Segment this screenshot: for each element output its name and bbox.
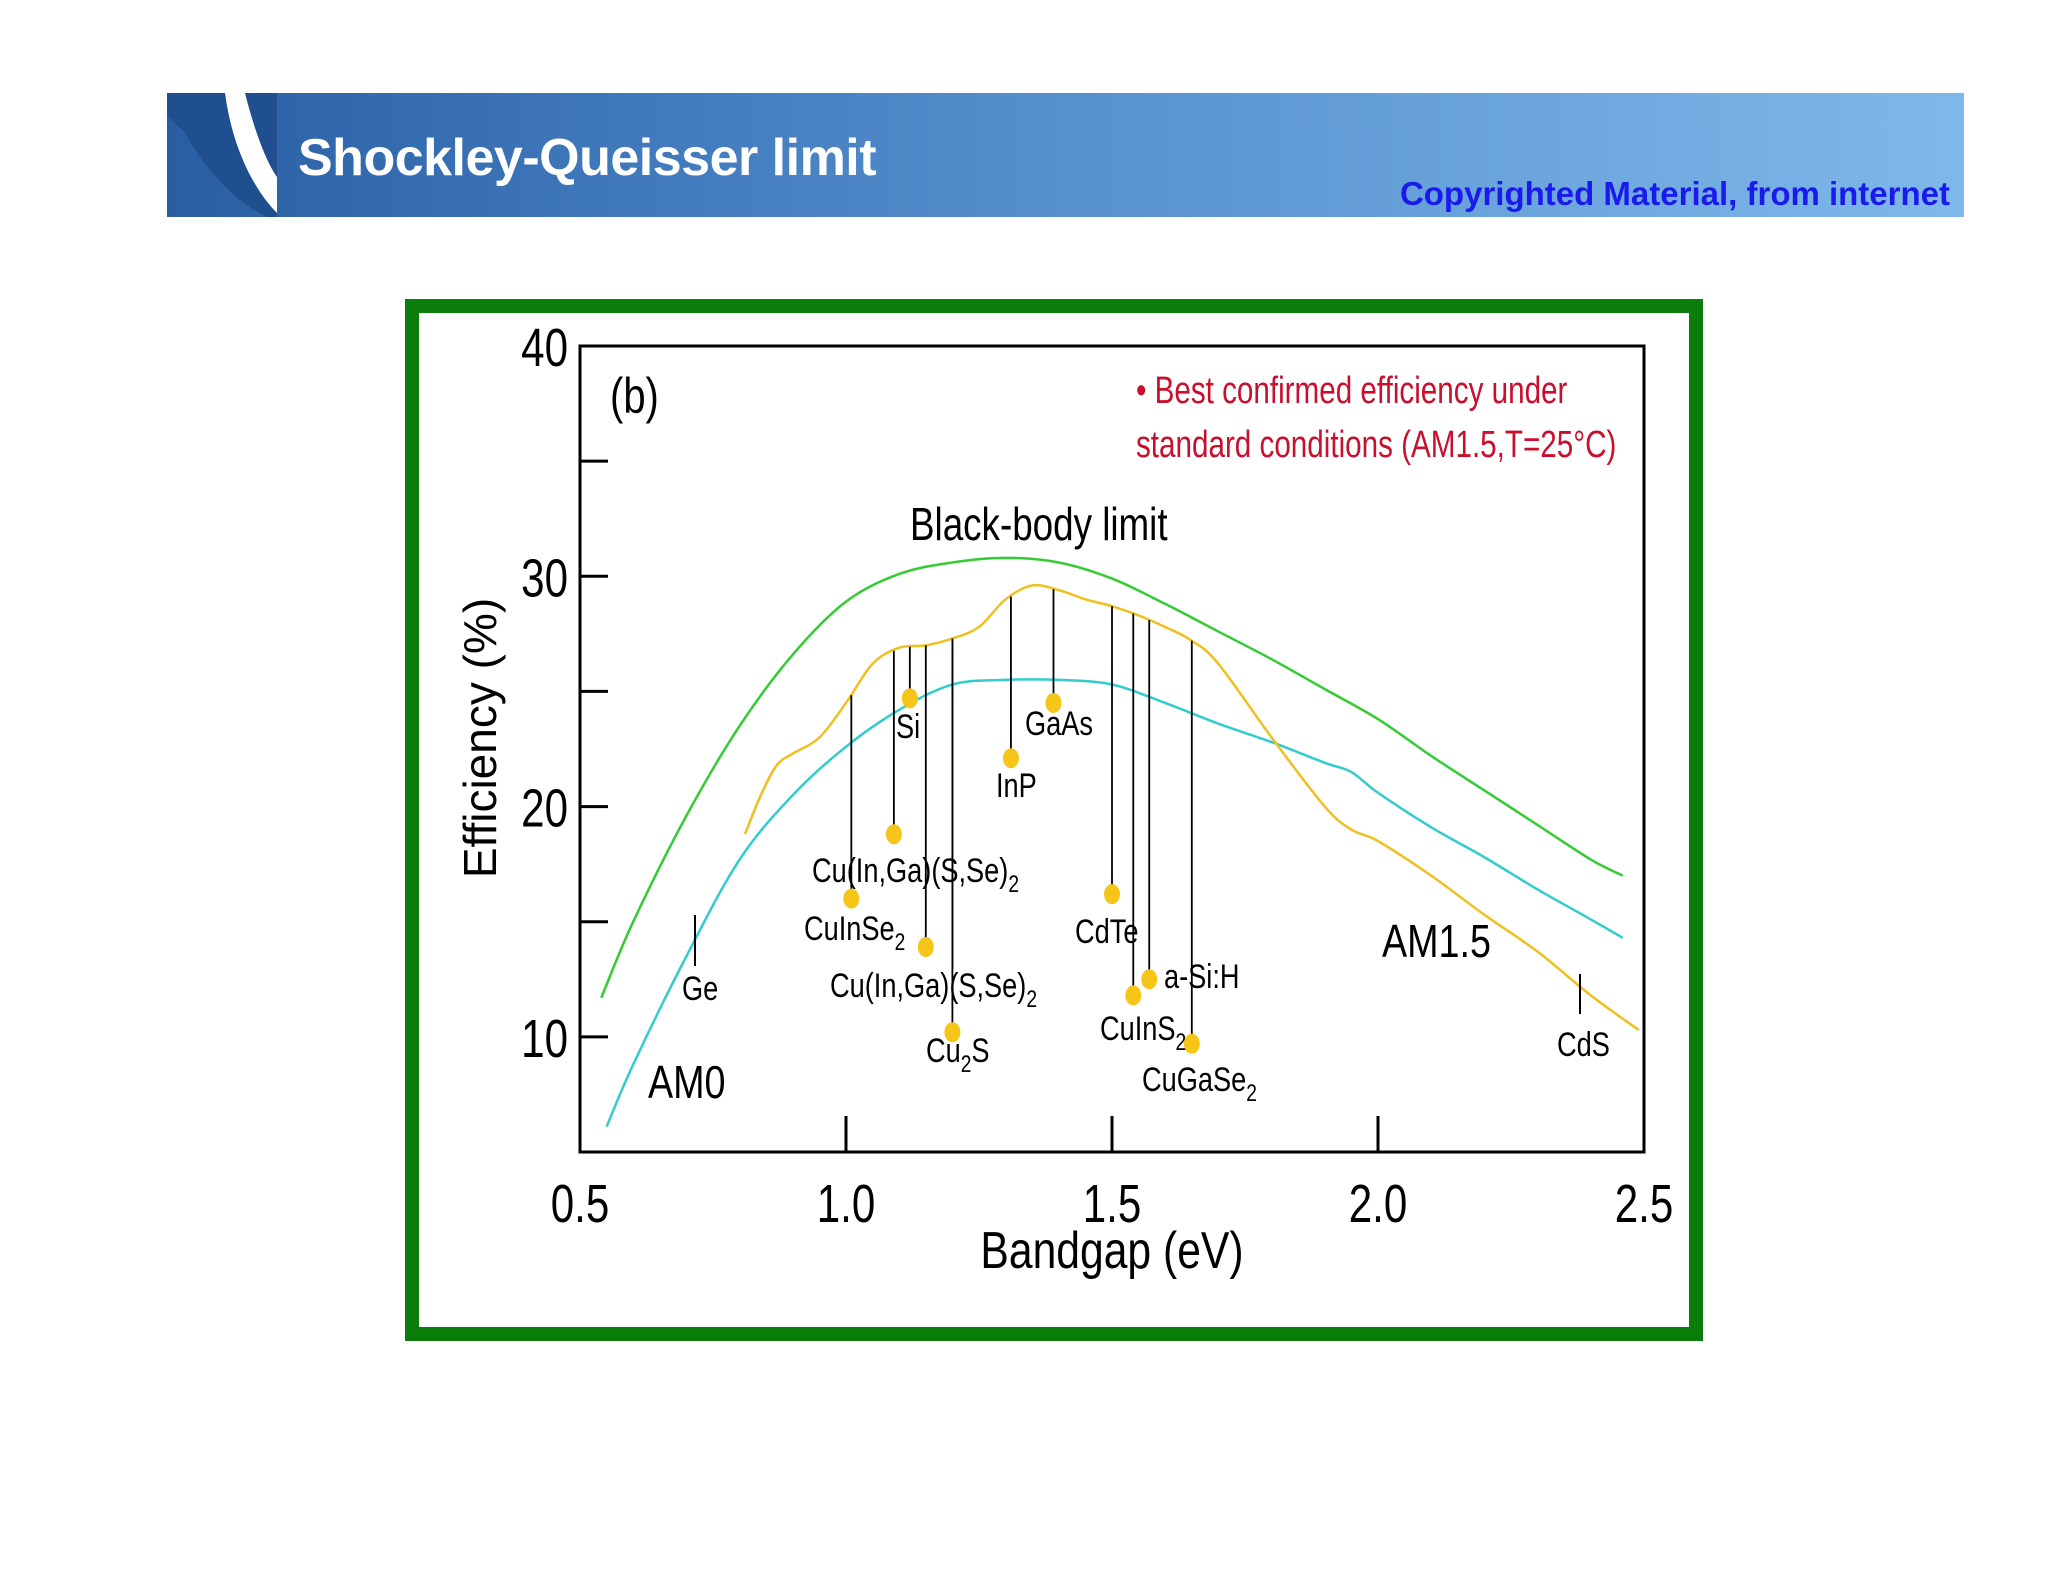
label-am0: AM0 (648, 1056, 726, 1107)
copyright-notice: Copyrighted Material, from internet (1399, 175, 1950, 212)
material-marker (1002, 748, 1019, 769)
material-drop-lines (850, 589, 1193, 1044)
material-marker (1045, 692, 1062, 713)
y-tick-label: 40 (521, 318, 568, 378)
y-tick-label: 10 (521, 1009, 568, 1069)
x-tick-label: 1.5 (1083, 1174, 1142, 1234)
banner-logo-shape (167, 93, 277, 217)
x-axis: 0.5 1.0 1.5 2.0 2.5 (551, 1116, 1674, 1234)
label-cigs-top: Cu(In,Ga)(S,Se)2 (812, 851, 1019, 897)
label-si: Si (896, 707, 920, 746)
material-marker (1104, 884, 1120, 905)
y-axis: 10 20 30 40 (521, 318, 608, 1069)
y-axis-label: Efficiency (%) (454, 598, 506, 878)
label-cuinse2: CuInSe2 (804, 909, 905, 955)
slide-title: Shockley-Queisser limit (298, 129, 877, 187)
material-marker (1183, 1033, 1200, 1054)
label-cigs-bottom: Cu(In,Ga)(S,Se)2 (830, 966, 1037, 1012)
curve-am15 (743, 583, 1640, 1031)
label-cuins2: CuInS2 (1100, 1009, 1186, 1055)
label-inp: InP (996, 766, 1037, 805)
material-marker (885, 824, 902, 845)
x-tick-label: 1.0 (817, 1174, 876, 1234)
curve-blackbody-limit (600, 556, 1624, 999)
label-a-si-h: a-Si:H (1164, 957, 1240, 996)
legend-note-line1: • Best confirmed efficiency under (1136, 370, 1567, 412)
y-tick-label: 20 (521, 779, 568, 839)
x-tick-label: 2.5 (1615, 1174, 1674, 1234)
legend-note-line2: standard conditions (AM1.5,T=25°C) (1136, 424, 1616, 466)
material-marker (843, 888, 860, 909)
panel-label: (b) (610, 368, 659, 424)
material-marker (1125, 985, 1142, 1006)
label-cds: CdS (1557, 1025, 1610, 1064)
label-blackbody-limit: Black-body limit (910, 498, 1168, 550)
material-marker (944, 1022, 961, 1043)
x-tick-label: 0.5 (551, 1174, 610, 1234)
material-marker (901, 688, 918, 709)
label-cugase2: CuGaSe2 (1142, 1060, 1257, 1106)
title-banner (167, 93, 1964, 217)
label-cdte: CdTe (1075, 912, 1138, 951)
x-tick-label: 2.0 (1349, 1174, 1408, 1234)
label-gaas: GaAs (1025, 704, 1093, 743)
material-marker (1141, 969, 1158, 990)
y-tick-label: 30 (521, 548, 568, 608)
x-axis-label: Bandgap (eV) (980, 1222, 1243, 1280)
material-marker (917, 937, 934, 958)
label-ge: Ge (682, 969, 718, 1008)
label-am15: AM1.5 (1382, 915, 1491, 966)
label-cu2s: Cu2S (926, 1031, 990, 1077)
